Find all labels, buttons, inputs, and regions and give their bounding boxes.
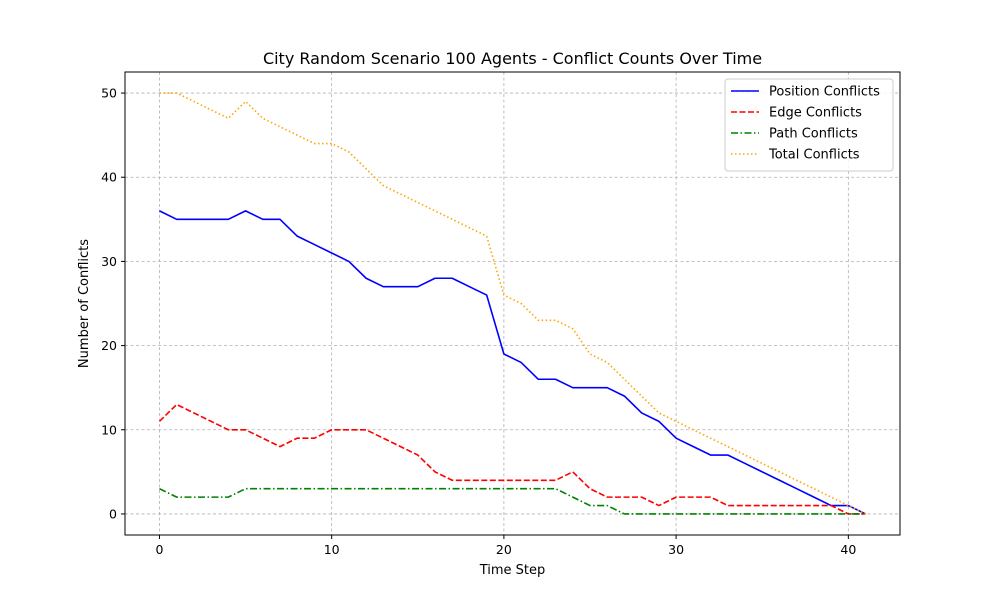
plot-frame — [124, 71, 901, 536]
series-line-2 — [159, 487, 866, 515]
grid — [125, 72, 900, 535]
x-tick-label: 20 — [496, 542, 512, 557]
y-tick-label: 30 — [101, 254, 117, 269]
legend-label-0: Position Conflicts — [769, 85, 880, 100]
legend-label-3: Total Conflicts — [768, 148, 860, 163]
x-axis-title: Time Step — [479, 563, 546, 578]
series-line-0 — [159, 210, 866, 515]
legend-label-2: Path Conflicts — [769, 127, 858, 142]
x-tick-label: 0 — [155, 542, 163, 557]
y-tick-label: 10 — [101, 422, 117, 437]
y-tick-label: 50 — [101, 86, 117, 101]
series-lines — [158, 92, 866, 515]
legend-frame — [724, 78, 894, 172]
x-tick-label: 10 — [324, 542, 340, 557]
y-axis-title: Number of Conflicts — [77, 239, 92, 368]
legend-label-1: Edge Conflicts — [769, 106, 862, 121]
x-tick-label: 40 — [840, 542, 856, 557]
y-tick-label: 0 — [109, 506, 117, 521]
axis-ticks: 0 10 20 30 40 0 10 20 30 40 50 — [101, 86, 856, 557]
y-tick-label: 20 — [101, 338, 117, 353]
legend: Position Conflicts Edge Conflicts Path Con… — [724, 78, 894, 172]
series-line-1 — [158, 403, 866, 515]
x-tick-label: 30 — [668, 542, 684, 557]
chart-title: City Random Scenario 100 Agents - Confli… — [263, 49, 762, 68]
y-tick-label: 40 — [101, 170, 117, 185]
